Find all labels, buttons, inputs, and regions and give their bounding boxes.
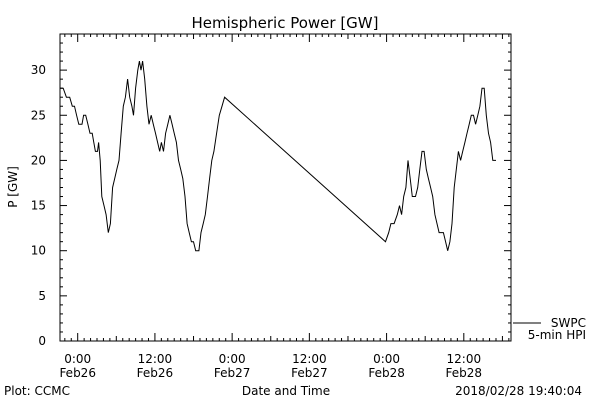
- x-tick-label-time: 12:00: [138, 352, 173, 366]
- x-axis-label: Date and Time: [242, 384, 330, 398]
- y-tick-label: 25: [31, 108, 46, 122]
- plot-credit: Plot: CCMC: [4, 384, 70, 398]
- chart-title: Hemispheric Power [GW]: [192, 14, 379, 32]
- y-tick-label: 10: [31, 244, 46, 258]
- y-axis: 0 5 10 15 20 25 30: [31, 33, 511, 348]
- y-axis-label: P [GW]: [6, 166, 20, 208]
- x-tick-label-time: 12:00: [447, 352, 482, 366]
- x-tick-label-time: 12:00: [292, 352, 327, 366]
- x-tick-label-time: 0:00: [64, 352, 91, 366]
- x-tick-label-time: 0:00: [373, 352, 400, 366]
- x-tick-label-time: 0:00: [219, 352, 246, 366]
- x-axis: 0:00Feb2612:00Feb260:00Feb2712:00Feb270:…: [59, 34, 510, 380]
- x-tick-label-date: Feb27: [214, 366, 251, 380]
- plot-timestamp: 2018/02/28 19:40:04: [455, 384, 582, 398]
- x-tick-label-date: Feb28: [368, 366, 405, 380]
- legend-label: SWPC: [551, 316, 586, 330]
- y-tick-label: 20: [31, 153, 46, 167]
- x-tick-label-date: Feb26: [59, 366, 96, 380]
- y-tick-label: 30: [31, 63, 46, 77]
- hpi-series-line: [60, 61, 496, 252]
- y-tick-label: 15: [31, 199, 46, 213]
- y-tick-label: 0: [38, 334, 46, 348]
- series-lines: [60, 61, 496, 252]
- y-tick-label: 5: [38, 289, 46, 303]
- x-tick-label-date: Feb27: [291, 366, 328, 380]
- x-tick-label-date: Feb26: [137, 366, 174, 380]
- x-tick-label-date: Feb28: [446, 366, 483, 380]
- legend-sublabel: 5-min HPI: [528, 328, 586, 342]
